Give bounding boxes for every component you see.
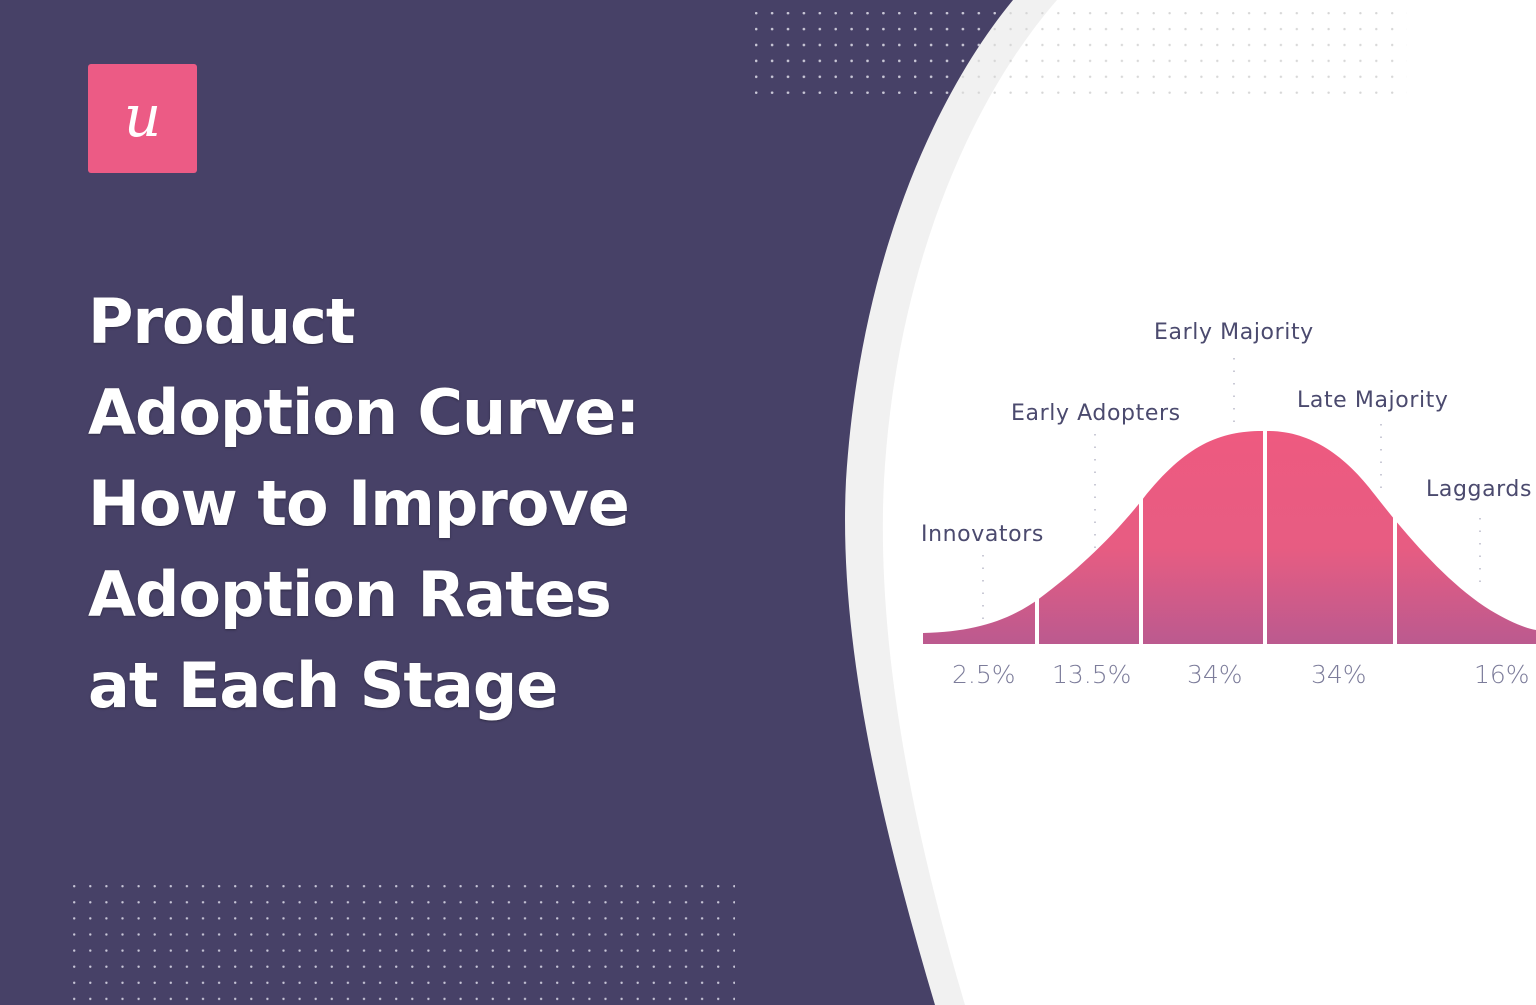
title-line: Adoption Rates [88, 558, 612, 631]
stage-label-late-majority: Late Majority [1297, 388, 1449, 413]
dot-grid-bottom-left [73, 885, 735, 1005]
adoption-bell-curve [923, 358, 1536, 646]
stage-label-early-adopters: Early Adopters [1011, 401, 1181, 426]
page-title: Product Adoption Curve: How to Improve A… [88, 276, 708, 731]
percent-label-early-majority: 34% [1187, 660, 1243, 689]
title-line: Adoption Curve: [88, 376, 640, 449]
title-line: at Each Stage [88, 649, 558, 722]
purple-panel [0, 0, 1013, 1005]
logo-letter: u [123, 81, 162, 150]
percent-label-laggards: 16% [1474, 660, 1530, 689]
stage-label-early-majority: Early Majority [1154, 320, 1314, 345]
title-line: How to Improve [88, 467, 630, 540]
percent-label-late-majority: 34% [1311, 660, 1367, 689]
percent-label-innovators: 2.5% [952, 660, 1016, 689]
stage-label-innovators: Innovators [921, 522, 1044, 547]
percent-label-early-adopters: 13.5% [1052, 660, 1132, 689]
title-line: Product [88, 285, 356, 358]
userpilot-logo: u [88, 64, 197, 173]
stage-label-laggards: Laggards [1426, 477, 1533, 502]
